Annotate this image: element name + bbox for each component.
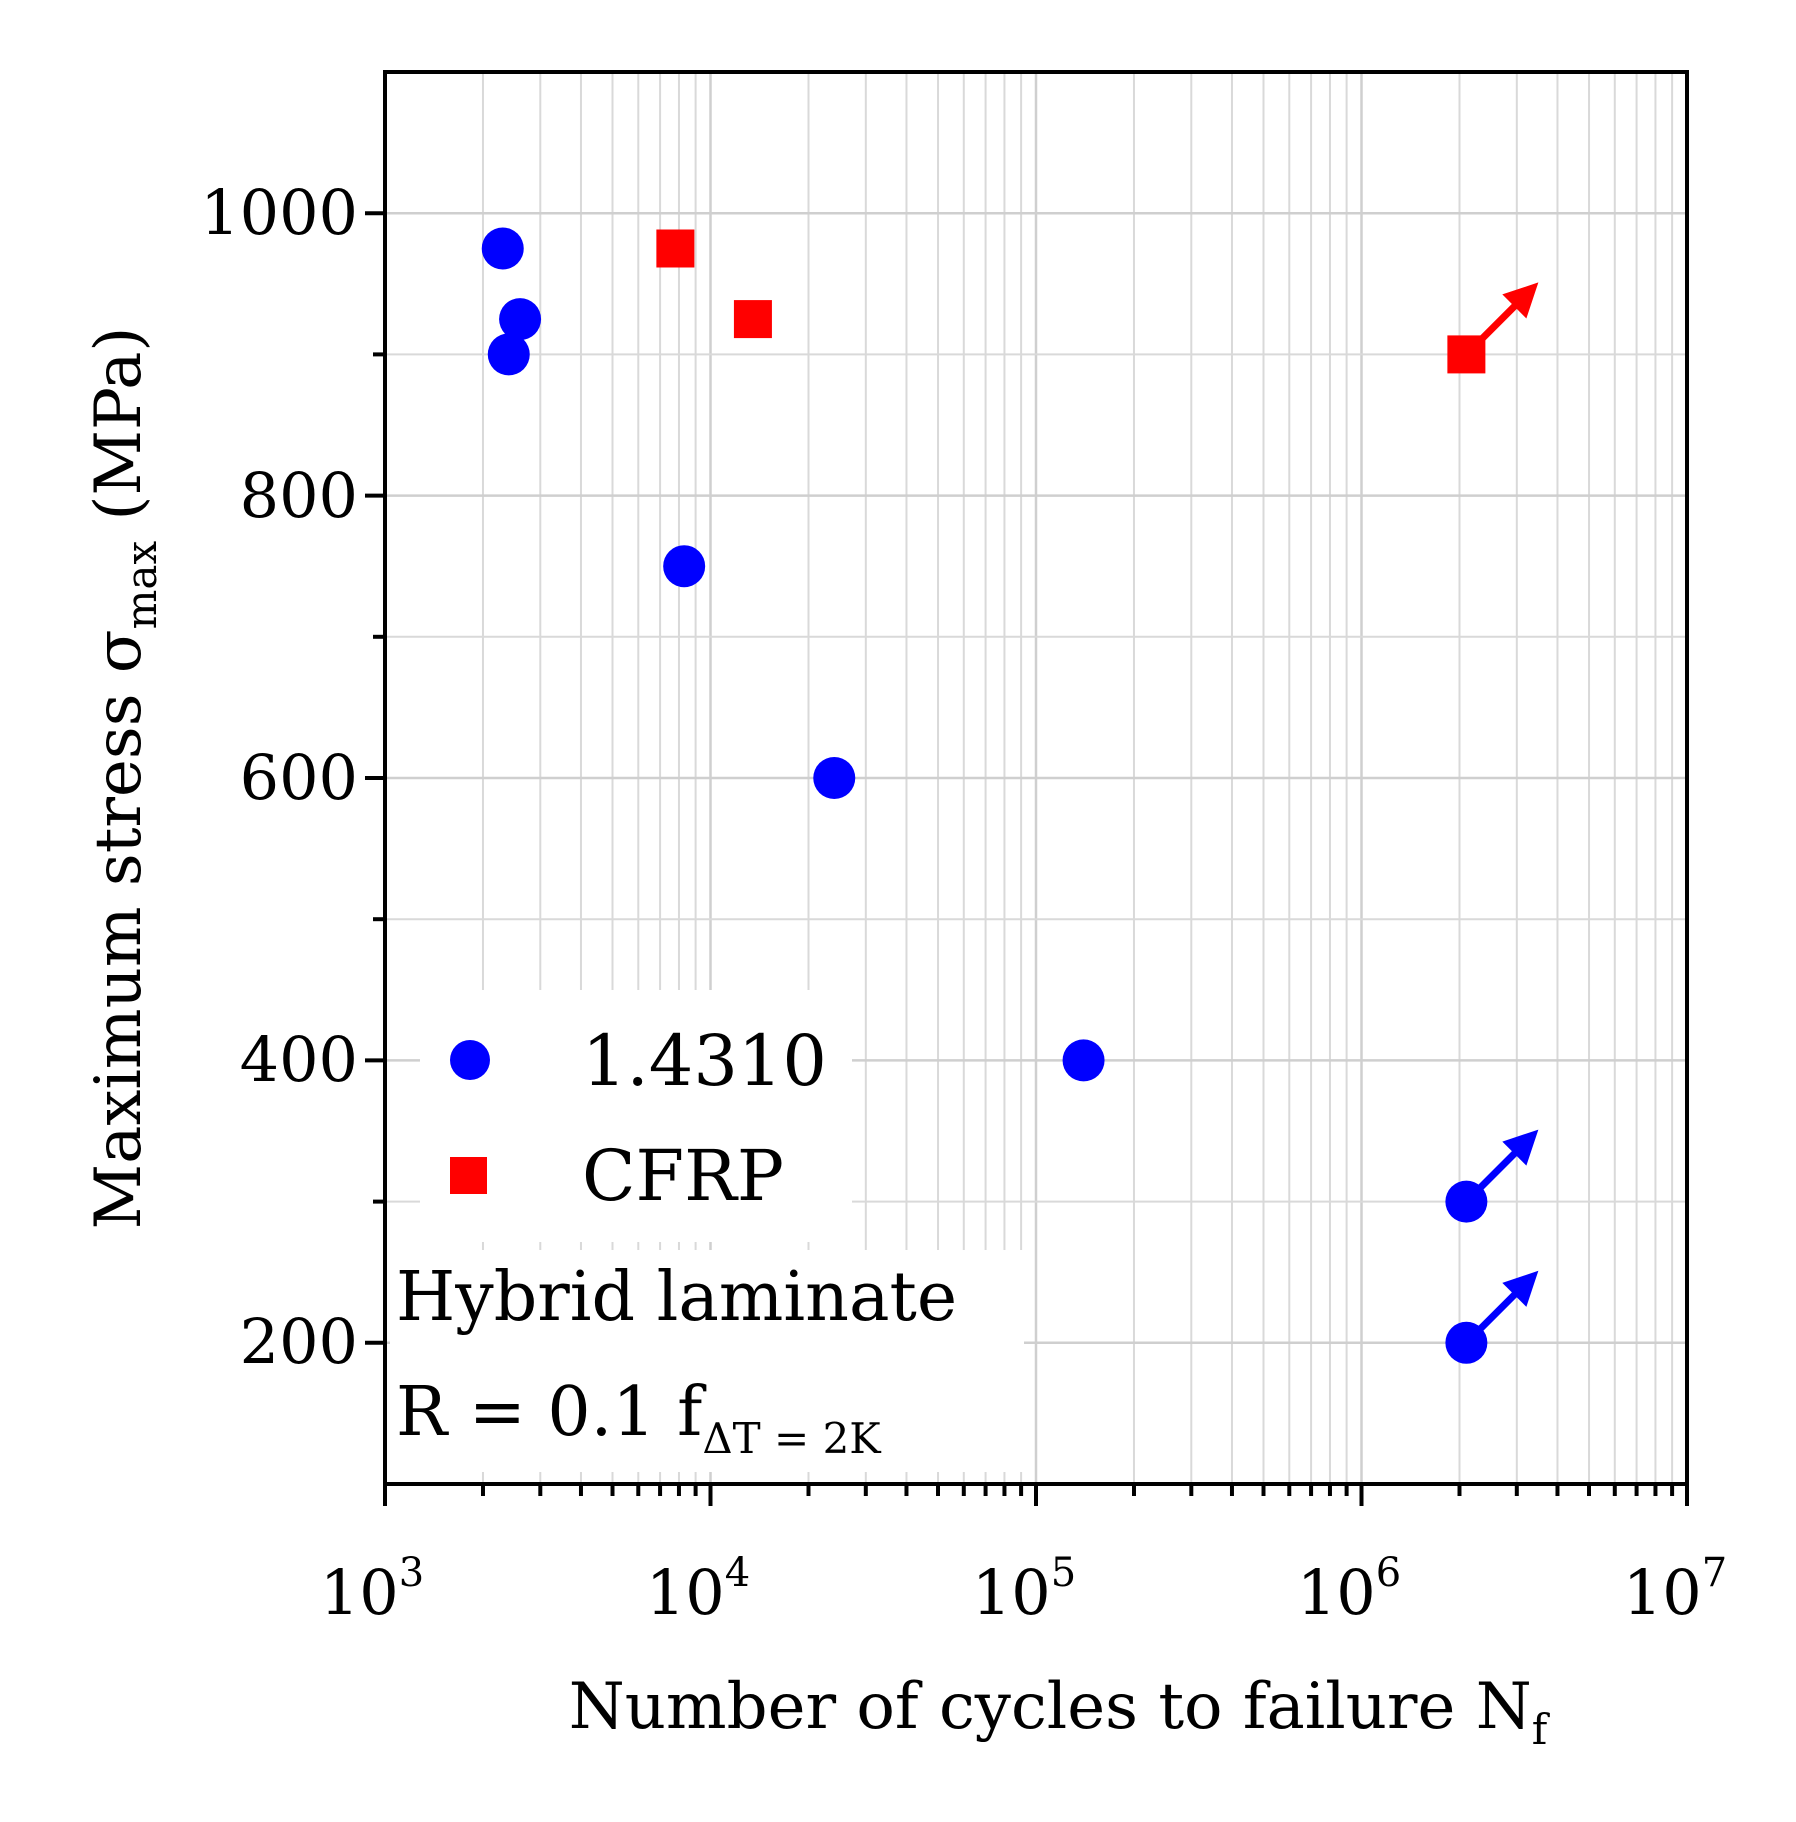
runout-arrow-head	[1502, 1270, 1539, 1307]
data-point-circle	[1445, 1180, 1488, 1223]
y-tick-labels: 200 400 600 800 1000	[200, 176, 358, 1378]
data-point-square	[1447, 335, 1486, 374]
x-tick-label: 107	[1623, 1550, 1727, 1629]
x-tick-label: 106	[1297, 1550, 1401, 1629]
data-point-circle	[813, 757, 856, 799]
x-axis-label: Number of cycles to failure Nf	[569, 1670, 1551, 1754]
grid	[383, 72, 1687, 1484]
x-tick-label: 104	[646, 1550, 750, 1629]
ticks	[365, 211, 1689, 1506]
annotation-title: Hybrid laminate	[396, 1258, 957, 1337]
x-tick-label: 105	[972, 1550, 1076, 1629]
data-point-circle	[663, 545, 706, 588]
annotation-background	[390, 1250, 1024, 1472]
runout-arrow-head	[1502, 1129, 1539, 1166]
data-points	[481, 227, 1539, 1364]
data-point-circle	[481, 227, 524, 270]
y-tick-label: 1000	[200, 176, 358, 249]
annotation-conditions: R = 0.1 fΔT = 2K	[396, 1373, 882, 1463]
y-tick-label: 600	[240, 741, 358, 814]
data-point-circle	[499, 298, 542, 341]
data-point-circle	[1062, 1039, 1105, 1082]
legend-marker-square	[450, 1157, 487, 1194]
x-tick-label: 103	[320, 1550, 424, 1629]
runout-arrow-head	[1502, 282, 1539, 319]
legend-label: CFRP	[582, 1135, 784, 1217]
data-point-square	[656, 229, 695, 268]
y-tick-label: 800	[240, 459, 358, 532]
x-tick-labels: 103 104 105 106 107	[320, 1550, 1727, 1629]
legend-label: 1.4310	[582, 1020, 827, 1102]
legend-background	[420, 990, 852, 1242]
data-point-square	[733, 300, 772, 339]
y-tick-label: 400	[240, 1023, 358, 1096]
y-tick-label: 200	[240, 1305, 358, 1378]
annotation: Hybrid laminate R = 0.1 fΔT = 2K	[396, 1258, 957, 1463]
legend-marker-circle	[450, 1040, 490, 1080]
data-point-circle	[1445, 1321, 1488, 1364]
legend: 1.4310 CFRP	[450, 1020, 827, 1217]
data-point-circle	[487, 333, 530, 376]
y-axis-label: Maximum stress σmax (MPa)	[82, 327, 166, 1230]
